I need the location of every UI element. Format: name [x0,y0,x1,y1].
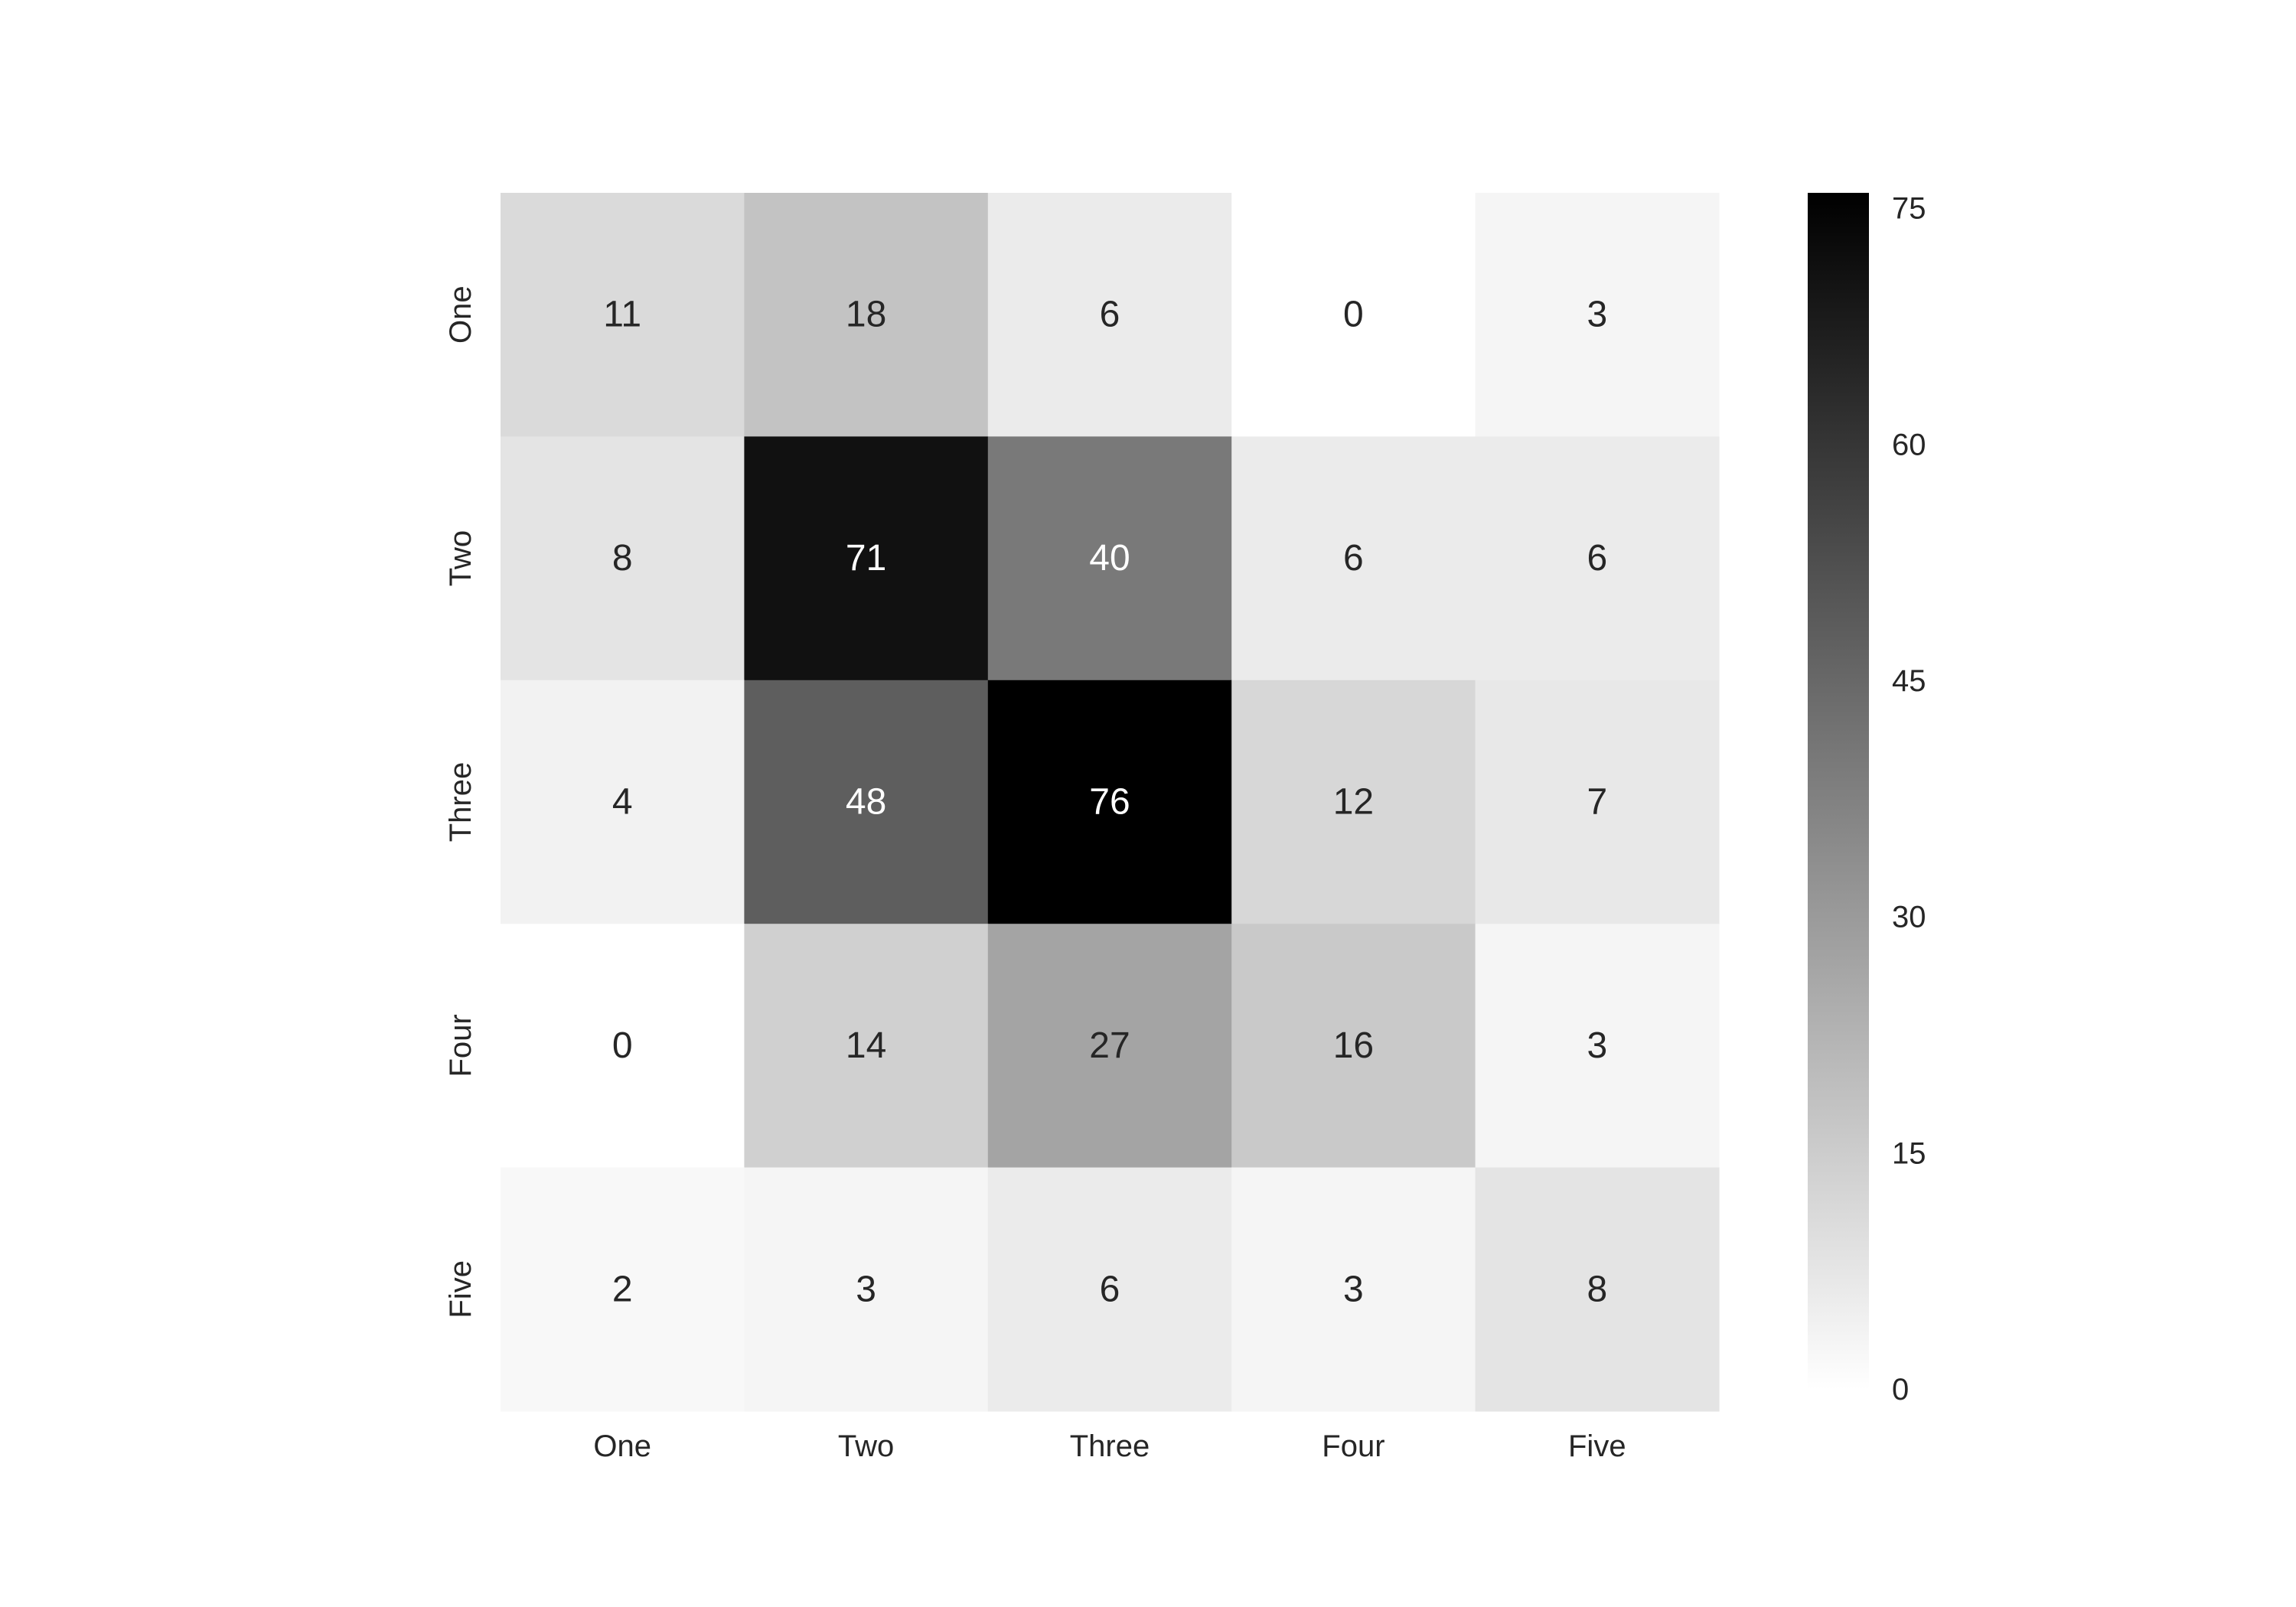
heatmap-cell [1475,680,1720,924]
heatmap-cell [744,1167,989,1412]
cell-value-label: 3 [856,1269,876,1309]
cell-value-label: 16 [1333,1025,1374,1066]
cell-value-label: 71 [846,538,886,579]
cell-value-label: 4 [612,782,633,823]
colorbar-gradient [1808,193,1869,1390]
colorbar-tick-label: 15 [1892,1136,1926,1170]
cell-value-label: 6 [1587,538,1607,579]
colorbar-tick-label: 0 [1892,1373,1909,1407]
cell-value-label: 0 [612,1025,633,1066]
cell-value-label: 2 [612,1269,633,1309]
heatmap-cell [1475,1167,1720,1412]
heatmap-cell [744,193,989,437]
heatmap-cell [501,193,745,437]
x-tick-label: Three [1070,1429,1150,1463]
heatmap-cell [744,436,989,681]
colorbar-tick-label: 60 [1892,428,1926,461]
heatmap-cell [987,436,1232,681]
cell-value-label: 3 [1587,1025,1607,1066]
colorbar-tick-label: 30 [1892,901,1926,934]
cell-value-label: 6 [1100,295,1120,335]
heatmap-cell [987,924,1232,1169]
y-tick-label: Five [444,1260,478,1319]
heatmap-cell [1231,436,1476,681]
heatmap-cell [1231,924,1476,1169]
heatmap-cell [1231,193,1476,437]
x-tick-label: Two [838,1429,894,1463]
cell-value-label: 3 [1343,1269,1364,1309]
cell-value-label: 14 [846,1025,886,1066]
heatmap-cell [1475,193,1720,437]
heatmap-cell [987,1167,1232,1412]
cell-value-label: 18 [846,295,886,335]
colorbar-tick-label: 75 [1892,192,1926,226]
cell-value-label: 27 [1089,1025,1130,1066]
cell-value-label: 3 [1587,295,1607,335]
cell-value-label: 11 [603,295,641,335]
x-tick-labels: One Two Three Four Five [593,1429,1626,1463]
heatmap-cell [987,680,1232,924]
colorbar: 0 15 30 45 60 75 [1808,192,1926,1407]
x-tick-label: One [593,1429,651,1463]
heatmap-cell [744,924,989,1169]
cell-value-label: 12 [1333,782,1374,823]
heatmap-cell [1231,680,1476,924]
y-tick-labels: One Two Three Four Five [444,285,478,1318]
heatmap-cell [501,924,745,1169]
y-tick-label: Three [444,762,478,843]
y-tick-label: Two [444,530,478,586]
cell-value-label: 6 [1343,538,1364,579]
cell-value-label: 8 [1587,1269,1607,1309]
colorbar-tick-label: 45 [1892,664,1926,698]
heatmap-cells: 11 18 6 0 3 8 71 40 6 6 4 48 76 12 7 0 14 27 16 3 2 3 6 3 8 [501,193,1720,1412]
cell-value-label: 7 [1587,782,1607,823]
heatmap-cell [744,680,989,924]
heatmap-cell [1475,436,1720,681]
heatmap-cell [1231,1167,1476,1412]
heatmap-cell [501,436,745,681]
heatmap-cell [987,193,1232,437]
x-tick-label: Four [1322,1429,1384,1463]
cell-value-label: 8 [612,538,633,579]
y-tick-label: Four [444,1014,478,1077]
cell-value-label: 40 [1089,538,1130,579]
heatmap-cell [501,680,745,924]
x-tick-label: Five [1568,1429,1626,1463]
cell-value-label: 48 [846,782,886,823]
heatmap-cell [1475,924,1720,1169]
cell-value-label: 76 [1089,782,1130,823]
heatmap-cell [501,1167,745,1412]
cell-value-label: 6 [1100,1269,1120,1309]
cell-value-label: 0 [1343,295,1364,335]
y-tick-label: One [444,285,478,344]
